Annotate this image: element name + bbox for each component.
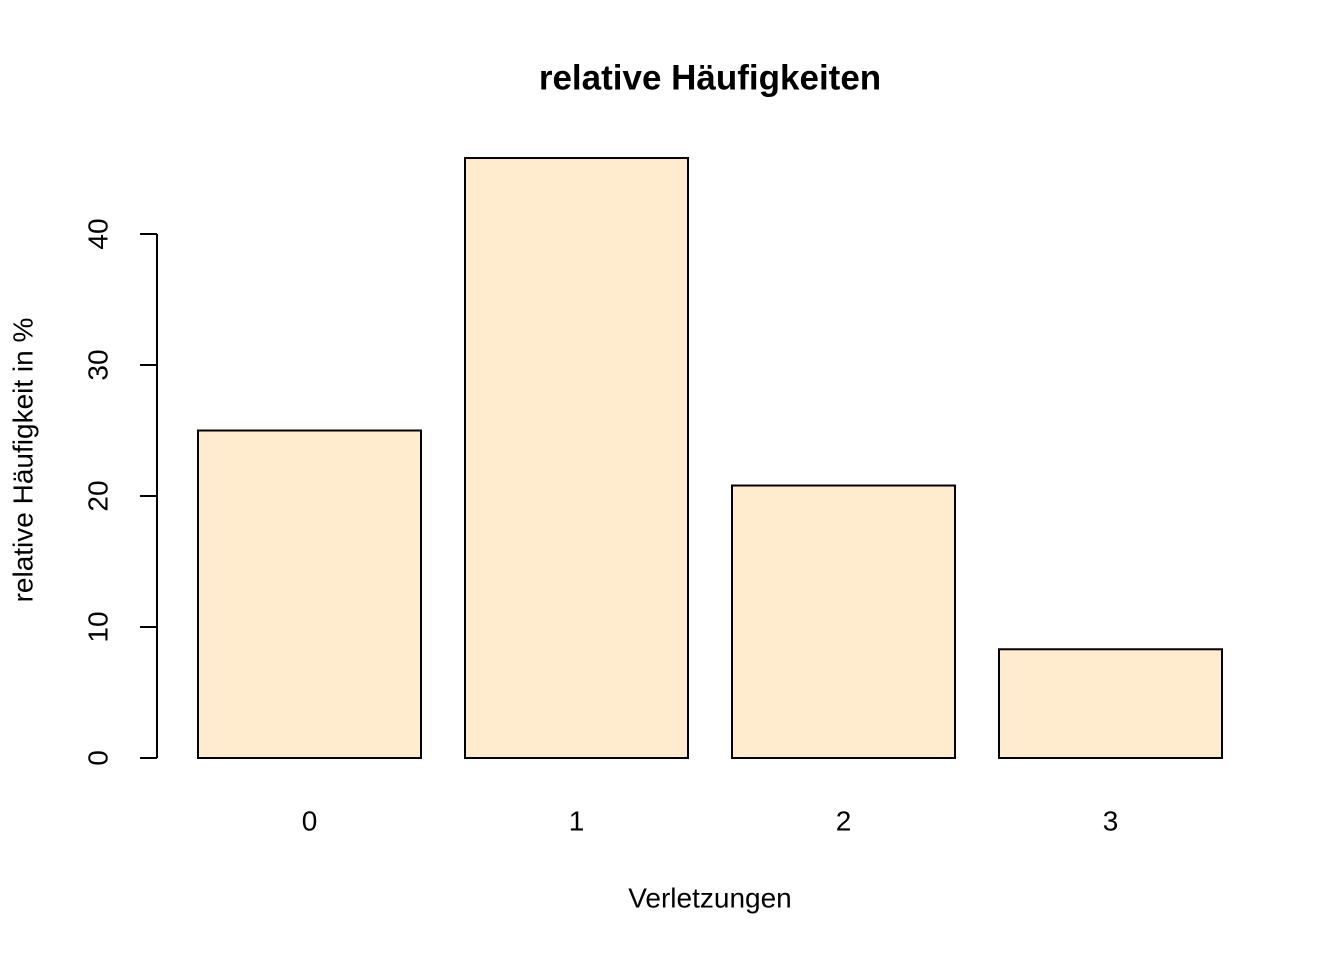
chart-title: relative Häufigkeiten [539, 58, 881, 97]
y-tick-label: 30 [82, 349, 113, 380]
x-axis-label: Verletzungen [628, 882, 791, 913]
x-tick-label: 1 [569, 805, 585, 836]
bar [998, 648, 1223, 760]
x-tick-label: 2 [836, 805, 852, 836]
x-tick-label: 0 [302, 805, 318, 836]
x-tick-label: 3 [1103, 805, 1119, 836]
y-tick-label: 0 [82, 750, 113, 766]
bar [197, 429, 422, 759]
bar [731, 484, 956, 759]
y-tick-label: 20 [82, 480, 113, 511]
y-tick-label: 40 [82, 218, 113, 249]
y-axis-label: relative Häufigkeit in % [7, 318, 38, 603]
y-tick-label: 10 [82, 611, 113, 642]
bar [464, 157, 689, 759]
